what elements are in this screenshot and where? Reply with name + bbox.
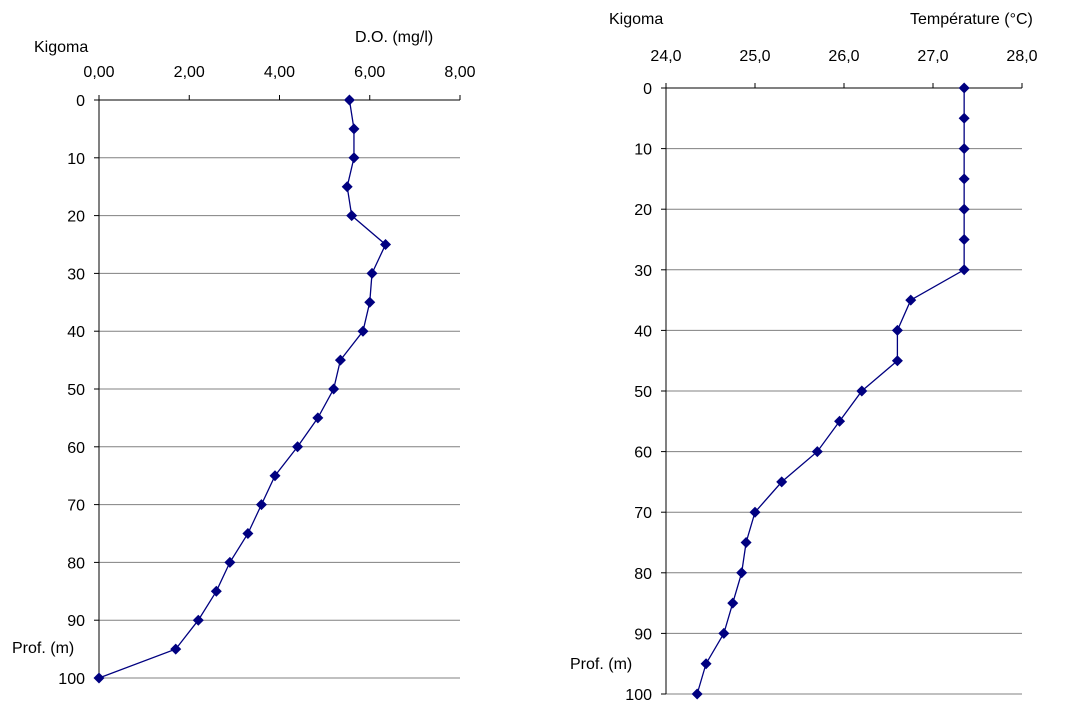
data-point [736, 567, 748, 579]
data-point [958, 143, 970, 155]
data-point [210, 585, 222, 597]
y-tick-label: 100 [58, 671, 85, 688]
x-tick-label: 2,00 [174, 64, 205, 81]
y-tick-label: 70 [67, 498, 85, 515]
x-tick-label: 0,00 [83, 64, 114, 81]
data-point [93, 672, 105, 684]
data-point [170, 643, 182, 655]
data-point [740, 537, 752, 548]
y-tick-label: 100 [625, 687, 652, 704]
y-tick-label: 10 [67, 151, 85, 168]
data-point [811, 446, 823, 458]
y-tick-label: 80 [634, 566, 652, 583]
y-tick-label: 30 [67, 266, 85, 283]
x-tick-label: 24,0 [650, 48, 681, 65]
y-tick-label: 20 [634, 202, 652, 219]
y-axis-label: Prof. (m) [570, 656, 632, 673]
data-point [346, 210, 358, 222]
data-point [958, 112, 970, 124]
y-tick-label: 40 [634, 323, 652, 340]
data-point [364, 296, 376, 308]
data-point [242, 528, 254, 539]
site-label: Kigoma [609, 11, 663, 28]
chart-1: 24,0 25,0 26,0 27,0 28,0 0 10 20 30 40 50 60 70 80 90 1… [570, 11, 1038, 704]
y-tick-label: 60 [67, 440, 85, 457]
data-point [348, 152, 360, 164]
y-tick-label: 90 [634, 626, 652, 643]
x-tick-label: 25,0 [739, 48, 770, 65]
y-tick-label: 80 [67, 555, 85, 572]
variable-title: Température (°C) [910, 11, 1033, 28]
data-point [958, 234, 970, 245]
site-label: Kigoma [34, 39, 88, 56]
data-point [357, 325, 369, 337]
y-tick-label: 60 [634, 445, 652, 462]
data-point [292, 441, 304, 453]
y-tick-label: 10 [634, 142, 652, 159]
y-tick-label: 50 [634, 384, 652, 401]
x-tick-label: 28,0 [1006, 48, 1037, 65]
data-point [958, 82, 970, 94]
data-point [891, 324, 903, 336]
x-tick-label: 4,00 [264, 64, 295, 81]
data-point [776, 476, 788, 488]
data-point [366, 267, 378, 279]
data-point [691, 688, 703, 700]
y-axis-label: Prof. (m) [12, 640, 74, 657]
x-tick-label: 8,00 [444, 64, 475, 81]
x-tick-label: 6,00 [354, 64, 385, 81]
data-point [718, 627, 730, 639]
data-point [749, 506, 761, 518]
data-point [192, 614, 204, 626]
data-point [727, 597, 739, 609]
x-tick-label: 26,0 [828, 48, 859, 65]
data-point [334, 354, 346, 366]
data-point [700, 658, 712, 670]
data-point [856, 385, 868, 397]
variable-title: D.O. (mg/l) [355, 29, 433, 46]
data-point [958, 203, 970, 215]
data-point [834, 415, 846, 427]
data-point [255, 499, 267, 511]
y-tick-label: 70 [634, 505, 652, 522]
y-tick-label: 90 [67, 613, 85, 630]
x-tick-label: 27,0 [917, 48, 948, 65]
data-point [958, 264, 970, 276]
data-point [269, 470, 281, 482]
y-tick-label: 50 [67, 382, 85, 399]
data-point [891, 355, 903, 367]
data-point [343, 94, 355, 106]
chart-0: 0,00 2,00 4,00 6,00 8,00 0 10 20 30 40 50 60 70 80 90 1… [12, 29, 476, 688]
y-tick-label: 40 [67, 324, 85, 341]
data-point [905, 294, 917, 306]
y-tick-label: 30 [634, 263, 652, 280]
data-point [348, 123, 360, 135]
data-point [224, 556, 236, 568]
data-point [958, 173, 970, 185]
data-point [380, 239, 392, 250]
y-tick-label: 20 [67, 209, 85, 226]
data-point [312, 412, 324, 424]
data-point [328, 383, 340, 395]
data-point [341, 181, 353, 193]
y-tick-label: 0 [643, 81, 652, 98]
y-tick-label: 0 [76, 93, 85, 110]
